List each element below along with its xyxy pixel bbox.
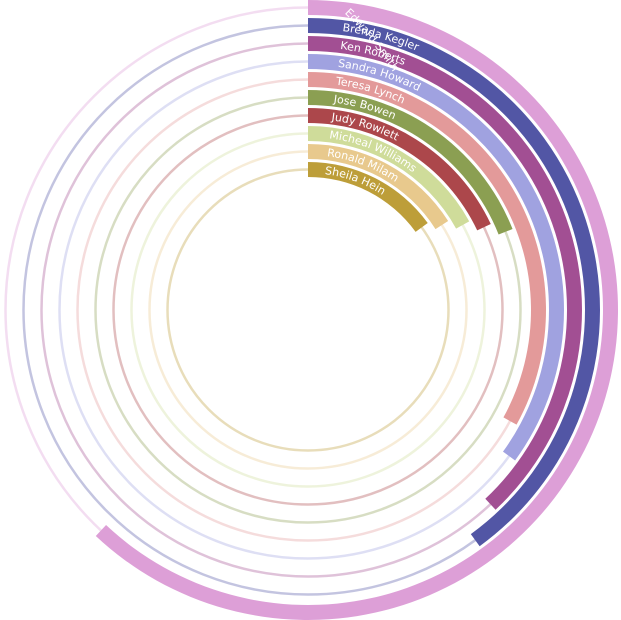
bar-sheila-hein — [308, 162, 428, 232]
bar-micheal-williams — [308, 126, 470, 229]
bar-ronald-milam — [308, 144, 449, 230]
bar-judy-rowlett — [308, 108, 491, 231]
bar-jose-bowen — [308, 90, 513, 235]
bar-edward-smith — [95, 0, 618, 620]
bar-teresa-lynch — [308, 72, 547, 425]
bar-sandra-howard — [308, 54, 564, 461]
bars — [95, 0, 618, 620]
